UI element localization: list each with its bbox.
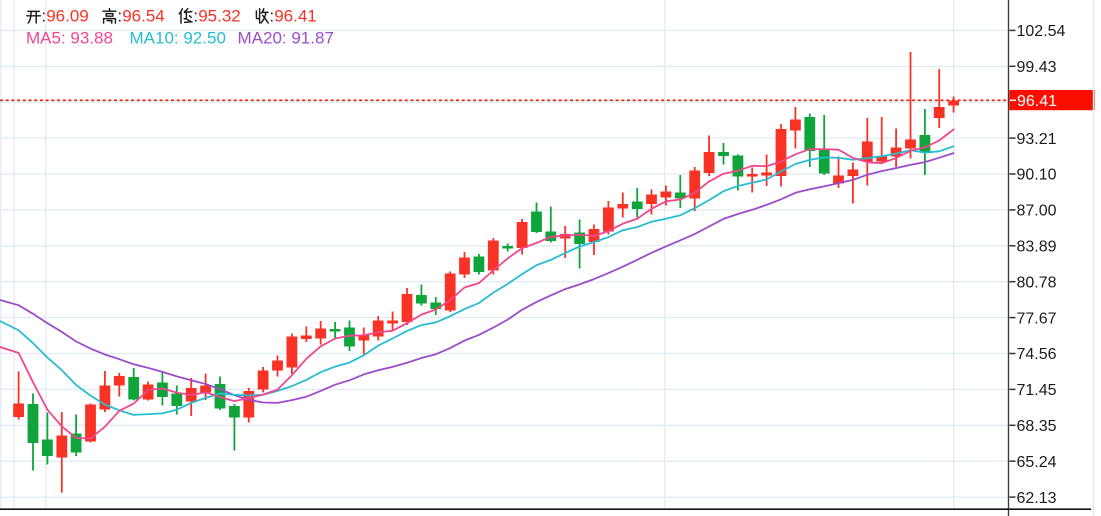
- svg-text:68.35: 68.35: [1017, 418, 1057, 435]
- svg-text:96.54: 96.54: [122, 7, 165, 26]
- svg-text:87.00: 87.00: [1017, 203, 1057, 220]
- svg-text:96.41: 96.41: [274, 7, 317, 26]
- svg-text:93.21: 93.21: [1017, 131, 1057, 148]
- svg-text:65.24: 65.24: [1017, 454, 1057, 471]
- svg-text::: :: [193, 7, 198, 26]
- svg-text:99.43: 99.43: [1017, 59, 1057, 76]
- svg-text:62.13: 62.13: [1017, 490, 1057, 507]
- svg-text:90.10: 90.10: [1017, 167, 1057, 184]
- svg-text::: :: [41, 7, 46, 26]
- svg-text:96.41: 96.41: [1017, 93, 1057, 110]
- svg-text:83.89: 83.89: [1017, 239, 1057, 256]
- svg-text:MA10: 92.50: MA10: 92.50: [130, 28, 226, 47]
- svg-text::: :: [117, 7, 122, 26]
- svg-text:MA5: 93.88: MA5: 93.88: [26, 28, 113, 47]
- svg-text:74.56: 74.56: [1017, 346, 1057, 363]
- svg-text:71.45: 71.45: [1017, 382, 1057, 399]
- svg-text::: :: [269, 7, 274, 26]
- svg-text:96.09: 96.09: [46, 7, 89, 26]
- svg-text:MA20: 91.87: MA20: 91.87: [238, 28, 334, 47]
- svg-text:80.78: 80.78: [1017, 274, 1057, 291]
- svg-text:102.54: 102.54: [1017, 23, 1066, 40]
- svg-text:77.67: 77.67: [1017, 310, 1057, 327]
- svg-text:95.32: 95.32: [198, 7, 241, 26]
